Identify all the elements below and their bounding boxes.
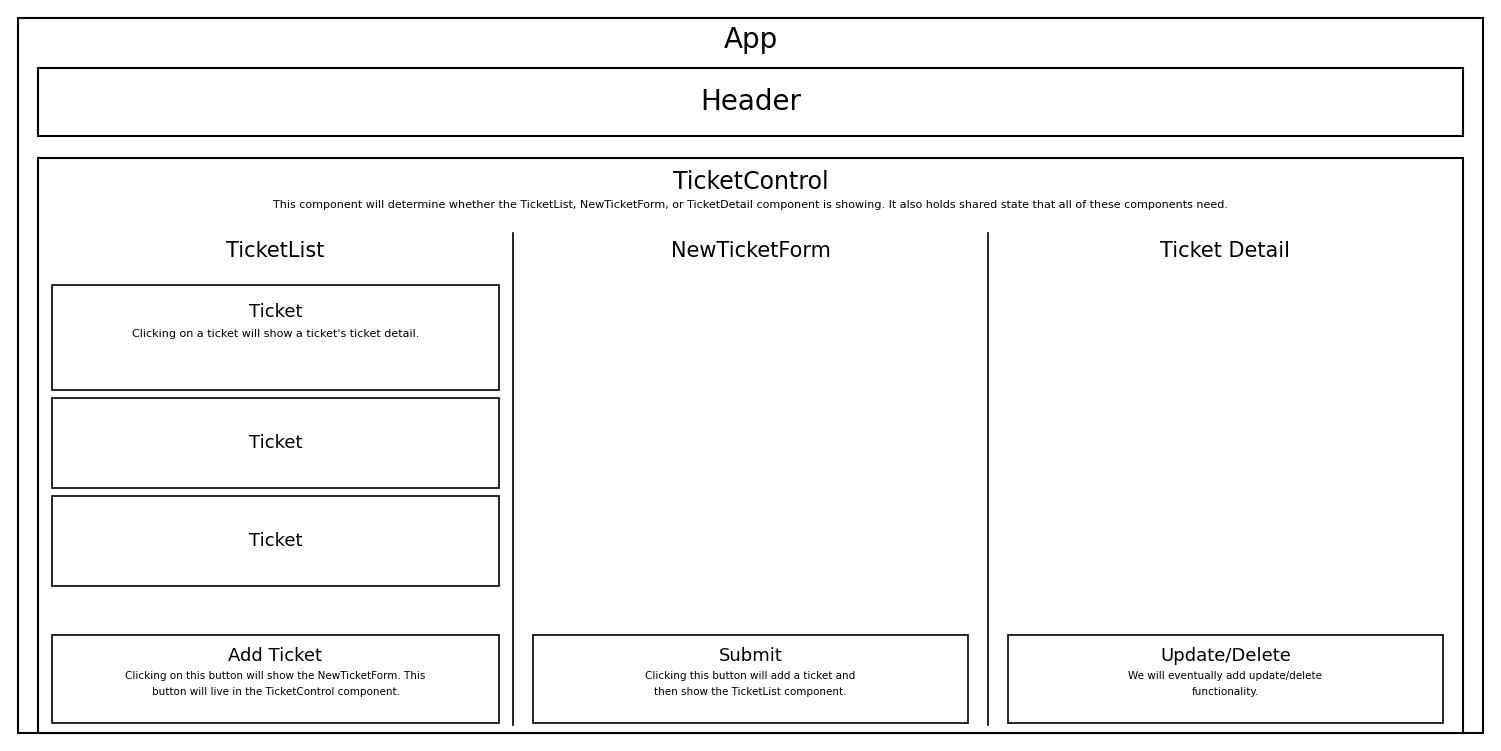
Text: NewTicketForm: NewTicketForm [671,241,830,261]
Text: Submit: Submit [719,647,782,665]
Text: Header: Header [699,88,802,116]
Text: Update/Delete: Update/Delete [1160,647,1291,665]
Bar [53,285,498,390]
Text: button will live in the TicketControl component.: button will live in the TicketControl co… [152,687,399,697]
Bar [38,158,1463,733]
Text: We will eventually add update/delete: We will eventually add update/delete [1129,671,1322,681]
Text: Add Ticket: Add Ticket [228,647,323,665]
Text: Clicking this button will add a ticket and: Clicking this button will add a ticket a… [645,671,856,681]
Bar [533,635,968,723]
Text: TicketList: TicketList [227,241,324,261]
Text: Ticket: Ticket [249,532,302,550]
Text: functionality.: functionality. [1192,687,1259,697]
Text: Ticket: Ticket [249,434,302,452]
Text: TicketControl: TicketControl [672,170,829,194]
Text: App: App [723,26,778,54]
Bar [53,635,498,723]
Bar [38,68,1463,136]
Bar [53,496,498,586]
Text: Ticket Detail: Ticket Detail [1160,241,1291,261]
Text: Clicking on this button will show the NewTicketForm. This: Clicking on this button will show the Ne… [125,671,426,681]
Text: Ticket: Ticket [249,303,302,321]
Text: Clicking on a ticket will show a ticket's ticket detail.: Clicking on a ticket will show a ticket'… [132,329,419,339]
Text: This component will determine whether the TicketList, NewTicketForm, or TicketDe: This component will determine whether th… [273,200,1228,210]
Bar [53,398,498,488]
Text: then show the TicketList component.: then show the TicketList component. [654,687,847,697]
Bar [1009,635,1442,723]
